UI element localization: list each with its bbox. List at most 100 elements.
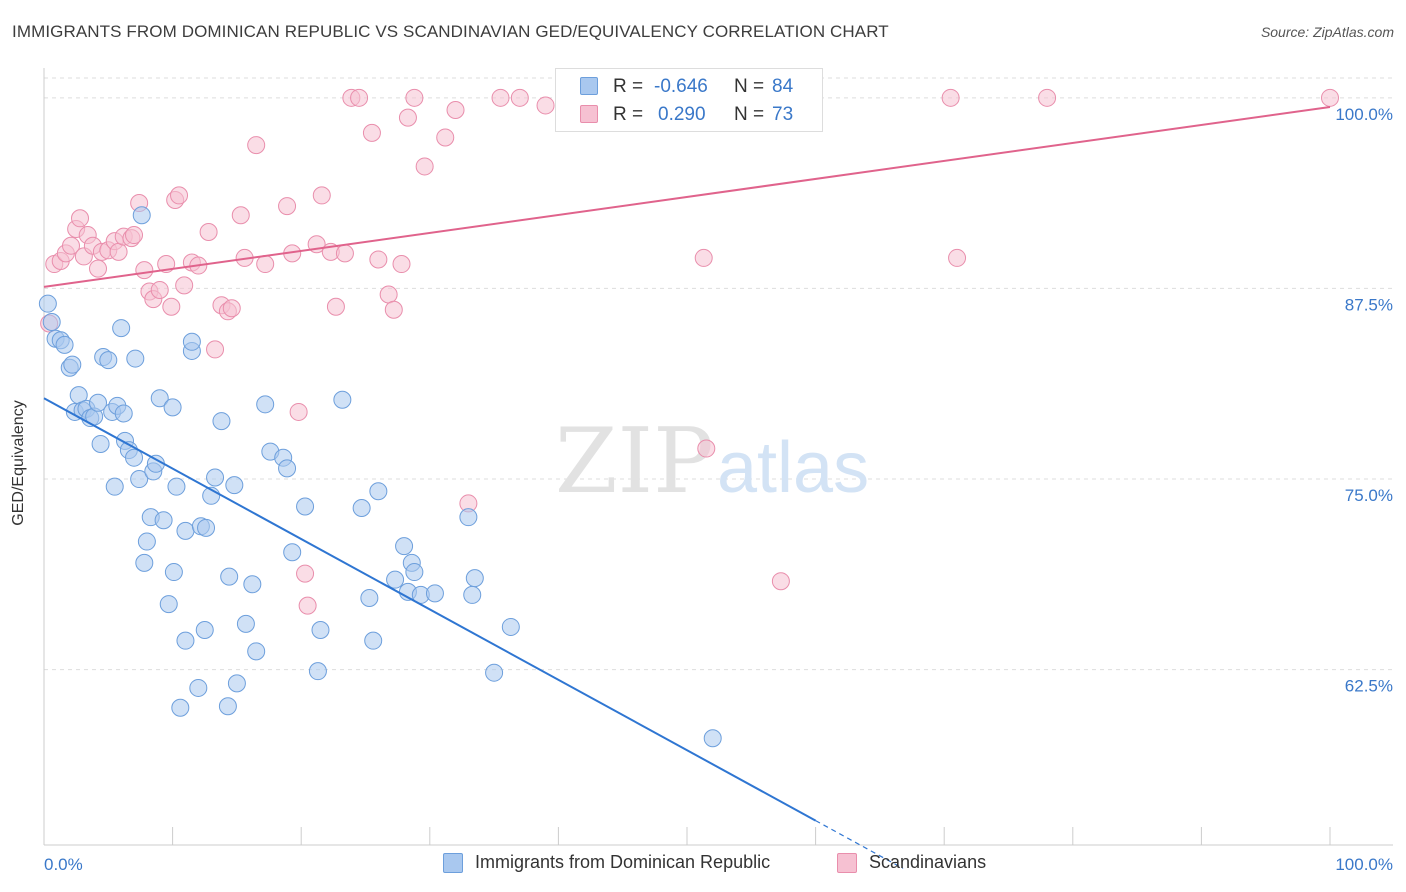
dominican-point [308, 662, 327, 681]
dominican-point [150, 389, 169, 408]
scandinavian-point [948, 248, 967, 267]
stats-r-value: -0.646 [654, 76, 708, 97]
dominican-point [459, 508, 478, 527]
scandinavian-point [206, 340, 225, 359]
stats-swatch-blue [580, 77, 598, 95]
regression-lines [43, 105, 1331, 869]
scandinavian-point [510, 88, 529, 107]
legend-item-dominican: Immigrants from Dominican Republic [443, 850, 823, 878]
scandinavian-point [278, 197, 297, 216]
y-tick-label: 87.5% [1345, 295, 1393, 314]
dominican-point [130, 470, 149, 489]
scandinavian-point [398, 108, 417, 127]
scandinavian-point [446, 101, 465, 120]
scandinavian-point [379, 285, 398, 304]
stats-n-label: N = [734, 76, 765, 97]
dominican-point [364, 631, 383, 650]
dominican-point [126, 349, 145, 368]
watermark-zip: ZIP [555, 409, 714, 514]
dominican-point [176, 631, 195, 650]
dominican-point [369, 482, 388, 501]
scandinavian-point [289, 402, 308, 421]
dominican-trend-line [43, 397, 817, 822]
dominican-point [227, 674, 246, 693]
scandinavian-point [298, 596, 317, 615]
dominican-point [135, 553, 154, 572]
scandinavian-trend-line [43, 105, 1331, 288]
scandinavian-point [491, 88, 510, 107]
dominican-point [176, 521, 195, 540]
dominican-point [38, 294, 57, 313]
dominican-point [55, 335, 74, 354]
scandinavian-point [350, 88, 369, 107]
dominican-point [99, 351, 118, 370]
scandinavian-point [694, 248, 713, 267]
scandinavian-point [199, 223, 218, 242]
stats-n-label: N = [734, 104, 765, 125]
chart-title: IMMIGRANTS FROM DOMINICAN REPUBLIC VS SC… [12, 22, 889, 41]
scandinavian-point [296, 564, 315, 583]
scandinavian-point [362, 123, 381, 142]
dominican-point [167, 477, 186, 496]
scandinavian-point [175, 276, 194, 295]
scandinavian-point [415, 157, 434, 176]
scandinavians-points [40, 88, 1339, 615]
scandinavian-point [231, 206, 250, 225]
scandinavian-point [335, 244, 354, 263]
dominican-point [247, 642, 266, 661]
dominican-point [296, 497, 315, 516]
dominican-point [236, 614, 255, 633]
dominican-point [425, 584, 444, 603]
dominican-point [195, 620, 214, 639]
legend-swatch-pink [837, 853, 857, 873]
scandinavian-point [170, 186, 189, 205]
dominican-point [283, 543, 302, 562]
scandinavian-point [150, 280, 169, 299]
axes [43, 68, 1393, 846]
scandinavian-point [71, 209, 90, 228]
scandinavian-point [247, 136, 266, 155]
scandinavian-point [405, 88, 424, 107]
dominican-point [703, 729, 722, 748]
dominican-point [311, 620, 330, 639]
dominican-points [38, 206, 722, 748]
dominican-point [225, 476, 244, 495]
dominican-point [89, 393, 108, 412]
stats-row-dominican: R = -0.646 N = 84 [556, 73, 822, 99]
dominican-point [352, 499, 371, 518]
dominican-point [501, 617, 520, 636]
dominican-point [125, 448, 144, 467]
scandinavian-point [1038, 88, 1057, 107]
dominican-point [206, 468, 225, 487]
scandinavian-point [135, 261, 154, 280]
scandinavian-point [536, 96, 555, 115]
stats-n-value: 73 [772, 104, 794, 125]
stats-r-label: R = [613, 104, 644, 125]
dominican-point [278, 459, 297, 478]
scandinavian-point [162, 297, 181, 316]
stats-swatch-pink [580, 105, 598, 123]
scandinavian-point [125, 226, 144, 245]
scandinavian-point [392, 255, 411, 274]
dominican-point [386, 570, 405, 589]
scandinavian-point [941, 88, 960, 107]
scandinavian-point [369, 250, 388, 269]
dominican-point [159, 595, 178, 614]
dominican-point [182, 332, 201, 351]
dominican-point [114, 404, 133, 423]
scandinavian-point [436, 128, 455, 147]
scandinavian-point [384, 300, 403, 319]
y-tick-label: 62.5% [1345, 677, 1393, 696]
scandinavian-point [312, 186, 331, 205]
dominican-point [218, 697, 237, 716]
scandinavian-point [62, 236, 81, 255]
legend-swatch-blue [443, 853, 463, 873]
scandinavian-point [697, 439, 716, 458]
stats-box: R = -0.646 N = 84 R = 0.290 N = 73 [555, 68, 823, 132]
stats-r-value: 0.290 [658, 104, 706, 125]
dominican-point [465, 569, 484, 588]
stats-n-value: 84 [772, 76, 794, 97]
dominican-point [105, 477, 124, 496]
dominican-point [42, 312, 61, 331]
stats-r-label: R = [613, 76, 644, 97]
